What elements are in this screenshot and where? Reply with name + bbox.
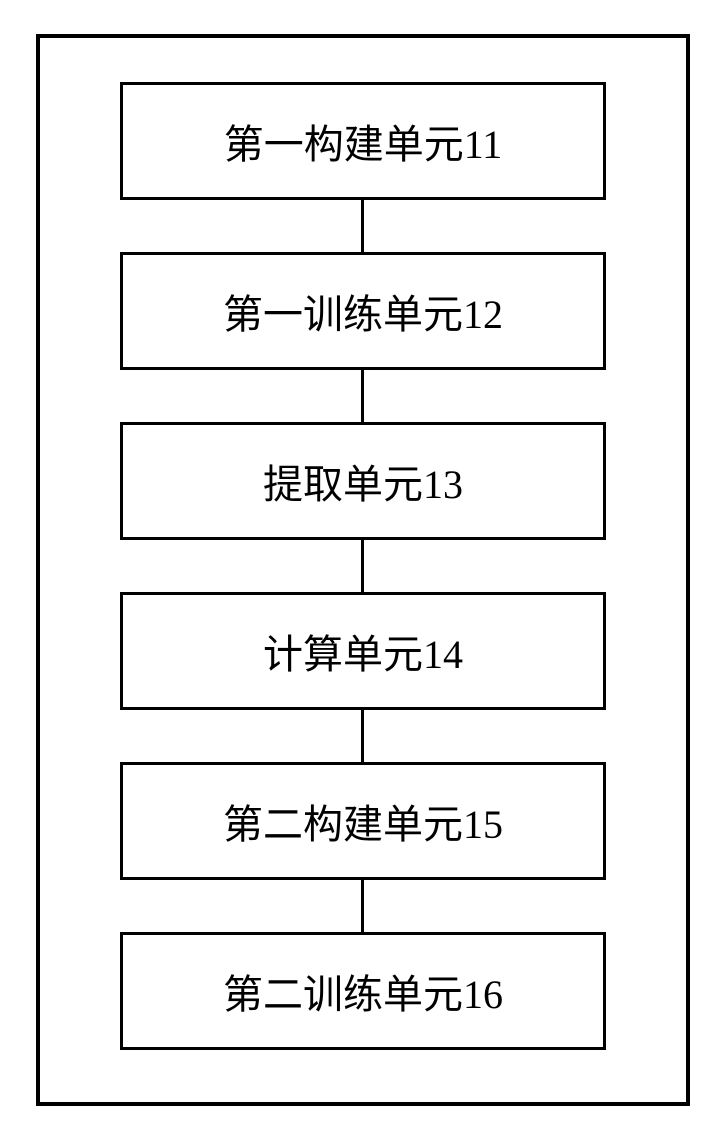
block-node: 第二构建单元15: [120, 762, 606, 880]
block-node: 第一训练单元12: [120, 252, 606, 370]
connector: [361, 370, 364, 422]
connector: [361, 540, 364, 592]
block-node-label: 第一构建单元11: [224, 112, 503, 170]
block-node-label: 第二训练单元16: [223, 962, 503, 1020]
block-node-label: 计算单元14: [263, 622, 463, 680]
connector: [361, 710, 364, 762]
block-node-label: 提取单元13: [263, 452, 463, 510]
connector: [361, 880, 364, 932]
block-node: 计算单元14: [120, 592, 606, 710]
block-node: 提取单元13: [120, 422, 606, 540]
connector: [361, 200, 364, 252]
block-node: 第一构建单元11: [120, 82, 606, 200]
block-node-label: 第一训练单元12: [223, 282, 503, 340]
block-node: 第二训练单元16: [120, 932, 606, 1050]
block-node-label: 第二构建单元15: [223, 792, 503, 850]
